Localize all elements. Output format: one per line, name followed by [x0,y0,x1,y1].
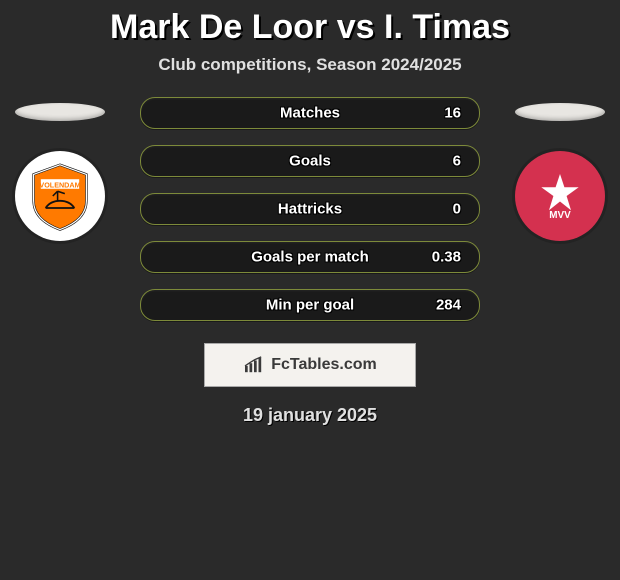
stat-value: 0 [453,201,461,218]
volendam-crest-icon: VOLENDAM [24,160,96,232]
stat-value: 16 [444,105,461,122]
subtitle: Club competitions, Season 2024/2025 [0,55,620,75]
stat-label: Matches [280,105,340,122]
club-badge-left: VOLENDAM [15,151,105,241]
svg-text:MVV: MVV [549,210,571,221]
stat-bar: Goals per match 0.38 [140,241,480,273]
stat-bar: Min per goal 284 [140,289,480,321]
stat-label: Goals [289,153,331,170]
watermark: FcTables.com [204,343,416,387]
page-title: Mark De Loor vs I. Timas [0,0,620,47]
mvv-crest-icon: MVV [527,163,593,229]
stat-label: Goals per match [251,249,369,266]
svg-text:VOLENDAM: VOLENDAM [39,181,80,190]
player-halo-right [515,103,605,121]
watermark-text: FcTables.com [271,356,377,374]
comparison-infographic: Mark De Loor vs I. Timas Club competitio… [0,0,620,426]
stat-value: 284 [436,297,461,314]
mid-section: VOLENDAM Matches 16 Goals 6 Hattricks 0 … [0,97,620,337]
stat-label: Min per goal [266,297,354,314]
stat-value: 6 [453,153,461,170]
stat-value: 0.38 [432,249,461,266]
club-badge-right: MVV [515,151,605,241]
player-halo-left [15,103,105,121]
stat-bar: Goals 6 [140,145,480,177]
stat-bar: Matches 16 [140,97,480,129]
stat-bar: Hattricks 0 [140,193,480,225]
right-player-column: MVV [500,97,620,241]
chart-icon [243,356,265,374]
left-player-column: VOLENDAM [0,97,120,241]
stat-bars: Matches 16 Goals 6 Hattricks 0 Goals per… [140,97,480,337]
stat-label: Hattricks [278,201,342,218]
date-text: 19 january 2025 [0,405,620,426]
